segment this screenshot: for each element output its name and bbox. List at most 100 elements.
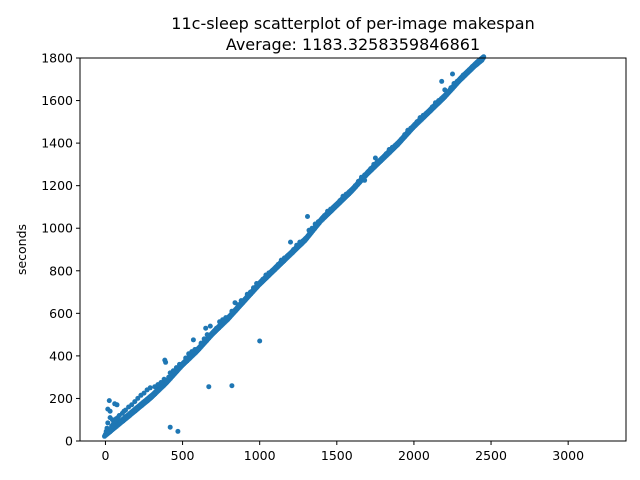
scatter-point-1809 [226,315,232,321]
points-layer [102,54,487,439]
scatter-point-1786 [164,378,170,384]
scatter-point-1884 [457,76,463,82]
x-tick-label-6: 3000 [552,448,584,463]
scatter-point-1805 [214,325,219,331]
scatter-point-1887 [466,67,472,73]
scatter-point-1774 [135,395,141,401]
scatter-point-1804 [210,330,216,335]
scatter-point-1799 [198,340,204,346]
y-tick-label-2: 400 [49,348,73,363]
y-tick-label-5: 1000 [41,221,73,236]
scatter-point-1870 [414,119,420,125]
y-tick-label-7: 1400 [41,136,73,151]
scatter-point-1900 [257,338,263,344]
scatter-point-1776 [141,390,147,396]
x-tick-label-0: 0 [101,448,109,463]
x-tick-label-3: 1500 [321,448,353,463]
scatter-point-1886 [463,70,469,76]
scatter-point-1851 [355,178,361,184]
chart-subtitle: Average: 1183.3258359846861 [226,35,480,54]
scatter-point-1895 [439,78,445,84]
scatter-point-1864 [396,140,401,146]
scatter-point-1792 [180,361,186,367]
scatter-point-1829 [288,251,293,257]
scatter-point-1907 [105,420,111,426]
scatter-point-1854 [365,170,371,176]
scatter-point-1812 [235,302,241,308]
scatter-point-1766 [118,419,124,425]
scatter-point-1894 [442,87,448,93]
y-axis: 0 200 400 600 800 1000 1200 1400 1600 1800 [41,51,80,449]
scatter-point-1796 [190,337,196,343]
y-axis-label: seconds [14,224,29,275]
scatter-point-1771 [129,402,135,408]
scatter-point-1824 [272,266,278,272]
scatter-point-1901 [229,383,235,389]
scatter-point-1904 [167,424,173,430]
plot-frame [79,57,627,442]
scatter-point-1831 [294,242,300,248]
scatter-point-1859 [380,155,386,161]
y-tick-label-4: 800 [49,263,73,278]
scatter-point-1866 [402,132,408,138]
scatter-point-1902 [206,384,212,390]
x-tick-label-1: 500 [171,448,195,463]
scatter-point-1869 [411,123,417,129]
scatter-point-1798 [195,347,201,352]
y-tick-label-1: 200 [49,391,73,406]
scatter-point-1814 [241,298,247,304]
scatter-point-1802 [204,332,210,338]
scatter-point-1874 [426,108,432,114]
scatter-point-1800 [201,336,207,342]
scatter-point-1778 [147,385,153,391]
scatter-point-1801 [203,325,209,331]
scatter-point-1779 [149,393,155,399]
scatter-point-1899 [288,239,293,245]
scatter-point-1845 [337,198,343,204]
x-tick-label-2: 1000 [244,448,276,463]
y-tick-label-3: 600 [49,306,73,321]
scatter-point-1810 [229,308,235,314]
x-tick-label-5: 2500 [475,448,507,463]
scatter-point-1782 [158,380,164,385]
scatter-point-1789 [170,368,176,374]
scatter-point-1897 [372,155,378,161]
scatter-point-1817 [251,285,256,291]
scatter-point-1889 [473,61,479,67]
x-tick-label-4: 2000 [398,448,430,463]
scatter-point-1820 [260,276,266,282]
scatter-point-1830 [291,247,297,252]
x-axis: 0 500 1000 1500 2000 2500 3000 [101,441,584,463]
scatter-point-1850 [352,183,358,189]
scatter-point-1879 [442,93,448,99]
y-tick-label-6: 1200 [41,178,73,193]
scatter-point-1860 [383,151,389,157]
scatter-point-1755 [106,398,112,404]
scatter-point-1906 [107,415,113,421]
y-tick-label-8: 1600 [41,93,73,108]
scatter-point-1803 [207,323,213,329]
scatter-point-1881 [448,85,454,91]
y-tick-label-9: 1800 [41,51,73,66]
scatter-point-1769 [123,407,128,413]
scatter-point-1772 [132,399,138,405]
scatter-point-1893 [450,71,455,77]
scatter-point-1790 [173,365,179,371]
scatter-point-1855 [368,166,374,172]
scatter-point-1787 [166,374,172,380]
scatter-point-1903 [175,428,181,434]
scatter-point-1865 [399,136,405,142]
scatter-point-1752 [104,425,110,431]
scatter-point-1898 [305,214,310,219]
scatter-point-1839 [318,217,324,223]
scatter-point-1819 [257,281,263,286]
scatter-point-1816 [247,289,253,295]
scatter-point-1825 [275,261,281,267]
scatter-point-1849 [349,187,355,193]
scatter-point-1773 [133,406,139,412]
scatter-point-1793 [183,355,189,361]
scatter-point-1875 [429,104,435,110]
y-tick-label-0: 0 [65,434,73,449]
scatter-point-1905 [112,401,118,407]
scatter-point-1756 [107,408,113,414]
